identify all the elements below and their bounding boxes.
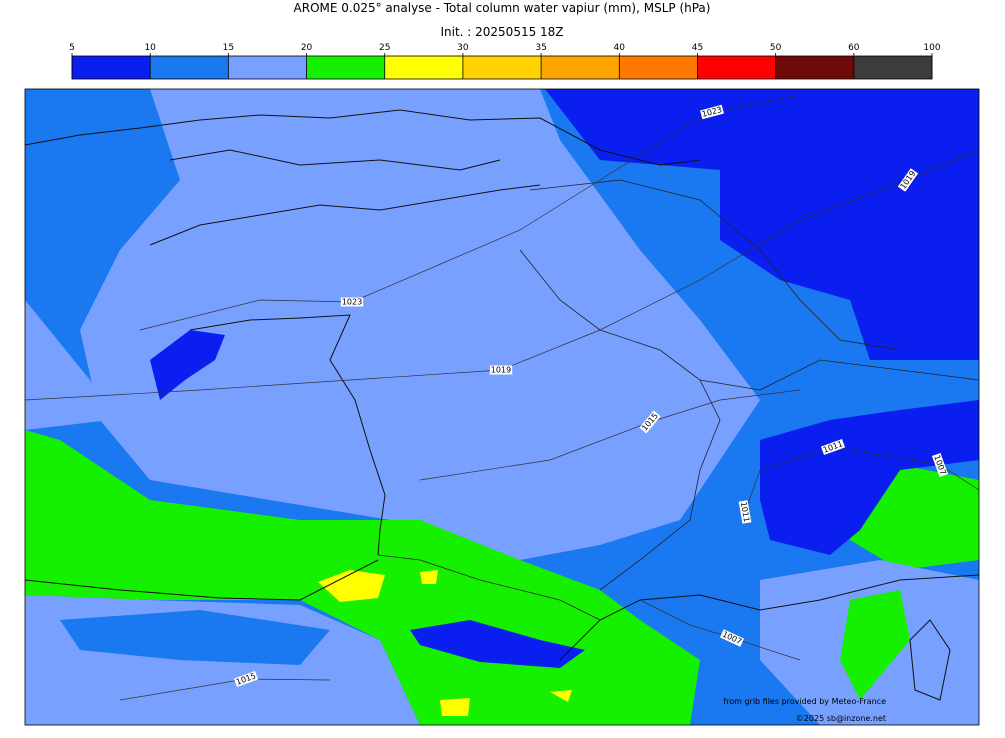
colorbar-tick-label: 45 <box>692 43 703 53</box>
field-region <box>760 400 979 555</box>
colorbar-swatch <box>384 56 463 79</box>
colorbar-tick-label: 60 <box>848 43 860 53</box>
colorbar-swatch <box>150 56 229 79</box>
border <box>377 554 601 621</box>
colorbar: 5 10 15 20 25 30 35 40 45 50 60 100 <box>69 43 941 80</box>
coastline <box>169 149 501 171</box>
field-region <box>545 89 979 360</box>
field-region <box>60 610 330 665</box>
label-box <box>639 410 661 434</box>
coastline <box>149 184 541 246</box>
label-box <box>340 297 364 307</box>
colorbar-tick-label: 50 <box>770 43 782 53</box>
field-region <box>25 300 110 430</box>
colorbar-tick-label: 35 <box>535 43 546 53</box>
colorbar-tick-label: 100 <box>923 43 940 53</box>
label-box <box>719 629 745 647</box>
isobar-label: 1011 <box>739 501 751 523</box>
colorbar-tick-label: 10 <box>144 43 156 53</box>
field-region <box>150 330 225 400</box>
colorbar-swatch <box>462 56 542 79</box>
map: 1023 1019 1023 1019 1015 1011 1007 1011 … <box>24 88 980 726</box>
label-box <box>820 438 846 456</box>
field-region <box>550 690 572 702</box>
field-region <box>420 570 438 584</box>
credit: ©2025 sb@inzone.net <box>796 714 886 723</box>
field-region <box>840 590 910 700</box>
title: AROME 0.025° analyse - Total column wate… <box>294 1 711 15</box>
coastline <box>559 574 979 661</box>
colorbar-tick-label: 5 <box>69 43 75 53</box>
label-box <box>931 452 949 478</box>
colorbar-swatch <box>853 56 932 79</box>
colorbar-tick-label: 15 <box>223 43 234 53</box>
colorbar-swatch <box>697 56 776 79</box>
isobar <box>139 94 801 331</box>
label-box <box>489 365 513 375</box>
field-region <box>410 620 585 668</box>
field-region <box>318 570 385 602</box>
colorbar-swatch <box>541 56 620 79</box>
credit: from grib files provided by Meteo-France <box>723 697 886 706</box>
colorbar-swatch <box>306 56 385 79</box>
colorbar-tick-label: 20 <box>301 43 313 53</box>
label-box <box>897 168 919 192</box>
coastline <box>25 109 701 166</box>
border <box>699 359 979 391</box>
border <box>529 179 901 351</box>
coastline <box>189 314 386 556</box>
coastline <box>25 559 379 601</box>
isobar-label: 1023 <box>342 298 362 307</box>
label-box <box>233 670 259 688</box>
isobar-label: 1019 <box>491 366 511 375</box>
isobar <box>25 149 979 401</box>
colorbar-swatch <box>619 56 698 79</box>
subtitle: Init. : 20250515 18Z <box>440 25 563 39</box>
colorbar-frame <box>71 55 933 80</box>
colorbar-tick-label: 40 <box>614 43 626 53</box>
colorbar-tick-label: 30 <box>457 43 469 53</box>
coastline <box>909 619 951 701</box>
colorbar-swatch <box>228 56 307 79</box>
field-region <box>440 698 470 716</box>
label-box <box>738 500 752 524</box>
colorbar-tick-label: 25 <box>379 43 390 53</box>
colorbar-swatch <box>72 56 151 79</box>
isobar <box>639 599 801 661</box>
label-box <box>700 104 724 120</box>
map-frame <box>24 88 980 726</box>
border <box>519 249 721 591</box>
field-region <box>80 89 760 560</box>
colorbar-swatch <box>775 56 854 79</box>
